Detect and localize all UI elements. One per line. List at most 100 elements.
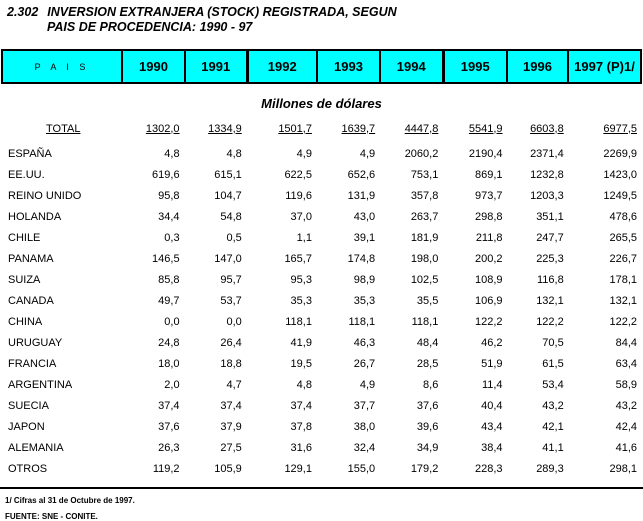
cell-value: 146,5 [152, 252, 180, 265]
cell-value: 37,6 [158, 420, 180, 433]
total-row: TOTAL 1302,0 1334,9 1501,7 1639,7 4447,8 5541,… [1, 118, 642, 143]
column-header-year-1993: 1993 [316, 50, 380, 83]
cell-value: 132,1 [609, 294, 637, 307]
cell-value: 11,4 [481, 378, 503, 391]
cell-value: 34,9 [416, 441, 439, 454]
table-row: CANADA 49,7 53,7 35,3 35,3 35,5 106,9 132,1 132,… [1, 290, 642, 311]
cell-value: 37,9 [220, 420, 242, 433]
header-row: P A I S 1990 1991 1992 1993 1994 1995 1996 1997 … [2, 50, 641, 83]
cell-value: 18,0 [158, 357, 180, 370]
cell-value: 104,7 [214, 189, 242, 202]
cell-value: 0,0 [226, 315, 242, 328]
cell-value: 200,2 [475, 252, 503, 265]
table-row: PANAMA 146,5 147,0 165,7 174,8 198,0 200,2 225,… [1, 248, 642, 269]
row-label: ESPAÑA [8, 147, 52, 160]
column-header-year-1996: 1996 [506, 50, 568, 83]
cell-value: 106,9 [475, 294, 503, 307]
row-label: URUGUAY [8, 336, 63, 349]
cell-value: 178,1 [609, 273, 637, 286]
cell-value: 26,4 [220, 336, 242, 349]
table-row: HOLANDA 34,4 54,8 37,0 43,0 263,7 298,8 351,1 47… [1, 206, 642, 227]
cell-value: 753,1 [410, 168, 439, 181]
cell-value: 298,1 [609, 462, 637, 475]
cell-value: 95,3 [290, 273, 312, 286]
cell-value: 63,4 [615, 357, 637, 370]
footer-divider [0, 487, 643, 489]
cell-value: 38,4 [481, 441, 503, 454]
cell-value: 42,4 [615, 420, 637, 433]
cell-value: 41,9 [290, 336, 312, 349]
cell-value: 1,1 [296, 231, 312, 244]
cell-value: 46,2 [481, 336, 503, 349]
cell-value: 118,1 [411, 315, 439, 328]
row-label: ALEMANIA [8, 441, 64, 454]
cell-value: 84,4 [615, 336, 637, 349]
cell-value: 35,3 [353, 294, 376, 307]
cell-value: 4,8 [296, 378, 312, 391]
report-title: 2.302 INVERSION EXTRANJERA (STOCK) REGIST… [0, 0, 643, 35]
year-header-table: P A I S 1990 1991 1992 1993 1994 1995 1996 1997 … [1, 49, 642, 84]
cell-value: 49,7 [158, 294, 180, 307]
footnote-source: FUENTE: SNE - CONITE. [5, 512, 98, 521]
cell-value: 32,4 [353, 441, 376, 454]
cell-value: 263,7 [410, 210, 439, 223]
table-row: CHILE 0,3 0,5 1,1 39,1 181,9 211,8 247,7 265,5 [1, 227, 642, 248]
cell-value: 129,1 [284, 462, 312, 475]
title-number: 2.302 [7, 5, 39, 19]
cell-value: 102,5 [410, 273, 439, 286]
cell-value: 973,7 [475, 189, 503, 202]
table-row: JAPON 37,6 37,9 37,8 38,0 39,6 43,4 42,1 42,4 [1, 416, 642, 437]
cell-value: 4447,8 [404, 122, 439, 135]
cell-value: 4,8 [164, 147, 180, 160]
cell-value: 61,5 [542, 357, 564, 370]
cell-value: 155,0 [347, 462, 376, 475]
footnote-1: 1/ Cifras al 31 de Octubre de 1997. [5, 496, 135, 505]
cell-value: 24,8 [158, 336, 180, 349]
cell-value: 116,8 [537, 273, 564, 286]
cell-value: 132,1 [536, 294, 564, 307]
cell-value: 37,7 [353, 399, 376, 412]
cell-value: 247,7 [536, 231, 564, 244]
cell-value: 37,0 [290, 210, 312, 223]
column-header-year-1994: 1994 [379, 50, 443, 83]
cell-value: 4,9 [296, 147, 312, 160]
cell-value: 1232,8 [530, 168, 564, 181]
cell-value: 1334,9 [208, 122, 242, 135]
cell-value: 85,8 [158, 273, 180, 286]
cell-value: 108,9 [475, 273, 503, 286]
cell-value: 351,1 [536, 210, 564, 223]
cell-value: 1423,0 [603, 168, 637, 181]
column-header-year-1995: 1995 [441, 50, 507, 83]
table-row: ESPAÑA 4,8 4,8 4,9 4,9 2060,2 2190,4 2371,4 2269… [1, 143, 642, 164]
cell-value: 1302,0 [145, 122, 180, 135]
cell-value: 615,1 [214, 168, 242, 181]
cell-value: 357,8 [410, 189, 439, 202]
row-label: ARGENTINA [8, 378, 73, 391]
cell-value: 35,3 [290, 294, 312, 307]
cell-value: 38,0 [353, 420, 376, 433]
cell-value: 119,6 [285, 189, 312, 202]
row-label: EE.UU. [8, 168, 45, 181]
column-header-pais: P A I S [34, 61, 90, 72]
cell-value: 34,4 [158, 210, 180, 223]
row-label: TOTAL [46, 122, 81, 135]
cell-value: 174,8 [347, 252, 376, 265]
cell-value: 2,0 [164, 378, 180, 391]
cell-value: 2190,4 [468, 147, 503, 160]
cell-value: 1203,3 [530, 189, 564, 202]
cell-value: 39,6 [416, 420, 439, 433]
cell-value: 53,7 [220, 294, 242, 307]
cell-value: 619,6 [152, 168, 180, 181]
cell-value: 26,7 [353, 357, 376, 370]
row-label: JAPON [8, 420, 45, 433]
cell-value: 27,5 [220, 441, 242, 454]
cell-value: 26,3 [158, 441, 180, 454]
cell-value: 179,2 [410, 462, 439, 475]
cell-value: 265,5 [609, 231, 637, 244]
cell-value: 58,9 [615, 378, 637, 391]
cell-value: 2371,4 [530, 147, 564, 160]
cell-value: 0,0 [164, 315, 180, 328]
cell-value: 40,4 [481, 399, 503, 412]
cell-value: 478,6 [609, 210, 637, 223]
